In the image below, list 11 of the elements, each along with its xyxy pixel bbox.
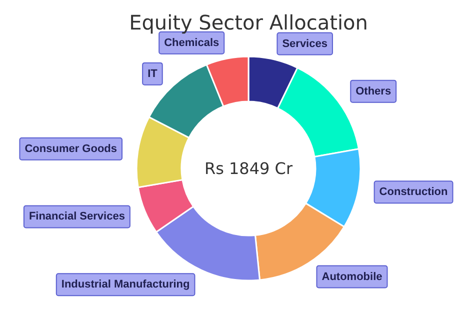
chart-title: Equity Sector Allocation	[129, 10, 368, 34]
slice-label: Automobile	[322, 270, 382, 283]
text: Rs 1849 Cr	[204, 159, 293, 178]
slice-label: Services	[282, 38, 328, 50]
slice-label: Chemicals	[164, 36, 220, 49]
slice-label: Construction	[379, 186, 448, 198]
slice-label: Financial Services	[28, 210, 125, 223]
slice-label: Others	[356, 85, 392, 98]
slice-label: IT	[148, 68, 158, 80]
slice-label: Industrial Manufacturing	[61, 278, 190, 291]
slice-label: Consumer Goods	[24, 142, 118, 155]
